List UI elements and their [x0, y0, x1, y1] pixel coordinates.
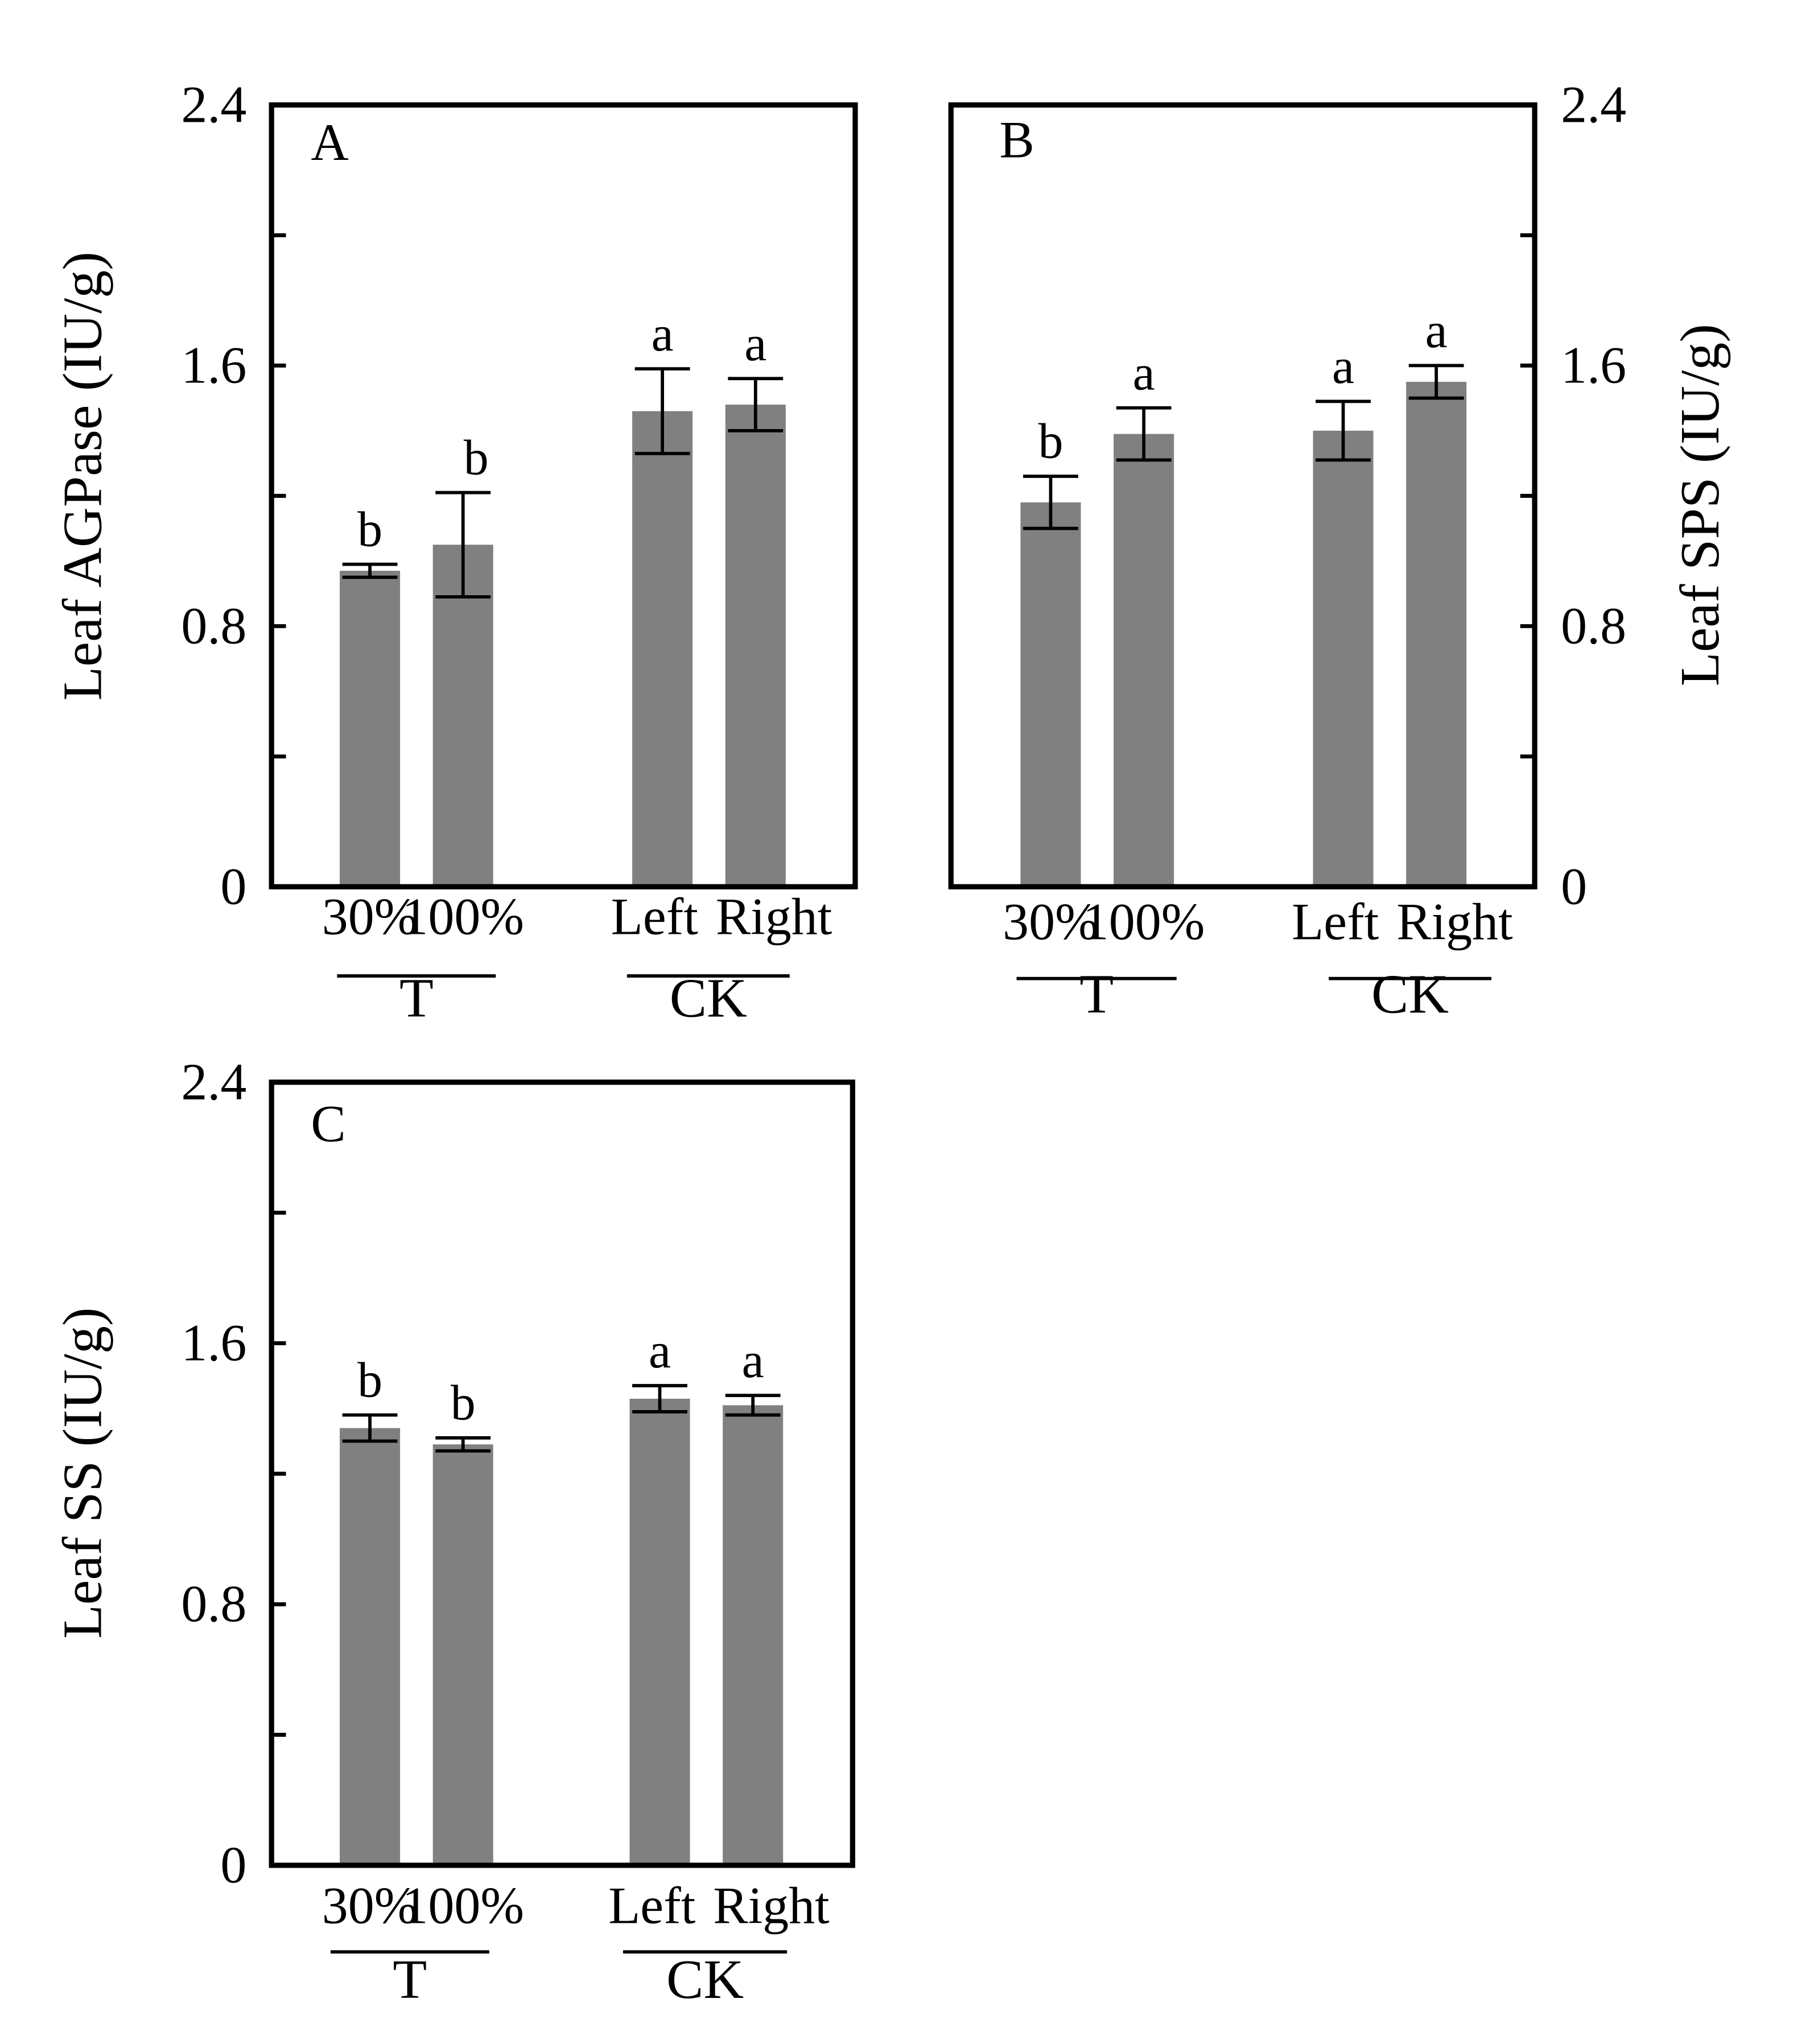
significance-label: a: [742, 1333, 764, 1388]
chart-panel-b: b a a a 0 0.8 1.6 2.4 Leaf SPS (IU/g) B 30%100% Lef…: [948, 75, 1731, 1025]
group-label: T: [1079, 964, 1114, 1025]
category-label: Right: [1396, 893, 1513, 951]
group-label: CK: [670, 968, 747, 1029]
category-label: Right: [716, 887, 832, 945]
category-label: Left: [611, 887, 699, 945]
panel-letter: B: [1000, 111, 1034, 169]
significance-label: a: [649, 1324, 671, 1379]
error-bar: [725, 1394, 781, 1417]
significance-label: a: [744, 316, 766, 372]
y-axis-title: Leaf SS (IU/g): [52, 1308, 114, 1639]
category-label: Right: [713, 1876, 830, 1934]
y-tick-label: 1.6: [181, 336, 246, 394]
error-bar: [435, 491, 491, 599]
group-label: T: [393, 1949, 427, 2010]
bar-100pct: [432, 1444, 493, 1865]
bar-left: [632, 411, 693, 887]
y-tick-label: 0: [220, 1836, 246, 1894]
error-bar: [1408, 364, 1464, 400]
bar-100pct: [432, 545, 493, 887]
bar-right: [725, 405, 786, 887]
error-bar: [342, 562, 398, 579]
y-tick-label: 0: [1561, 857, 1587, 915]
significance-label: a: [1133, 346, 1155, 401]
chart-panel-c: b b a a 0 0.8 1.6 2.4 Leaf SS (IU/g) C 30%100% Left…: [52, 1053, 855, 2010]
y-tick-label: 0: [220, 857, 246, 915]
y-tick-label: 2.4: [181, 75, 246, 133]
y-tick-label: 2.4: [181, 1053, 246, 1111]
error-bar: [342, 1413, 398, 1443]
significance-label: b: [357, 1353, 382, 1408]
category-label: 30%: [322, 887, 418, 945]
bar-right: [1406, 382, 1467, 887]
error-bar: [435, 1436, 491, 1453]
error-bar: [1023, 475, 1078, 530]
error-bar: [1116, 406, 1172, 462]
significance-label: a: [1425, 303, 1448, 358]
bar-left: [629, 1399, 690, 1865]
bar-right: [723, 1405, 784, 1865]
bar-left: [1313, 430, 1374, 887]
category-label: Left: [608, 1876, 696, 1934]
chart-panel-a: b b a a 0 0.8 1.6 2.4 Leaf AGPase (IU/g) A 30%100%…: [52, 75, 858, 1029]
y-tick-label: 2.4: [1561, 75, 1626, 133]
group-label: T: [399, 968, 434, 1029]
category-label: 100%: [402, 1876, 524, 1934]
error-bar: [728, 377, 784, 432]
significance-label: b: [451, 1376, 476, 1431]
error-bar: [1316, 399, 1371, 462]
category-label: 100%: [1083, 893, 1205, 951]
significance-label: a: [652, 307, 674, 362]
bar-100pct: [1114, 434, 1174, 887]
error-bar: [632, 1384, 687, 1414]
category-label: 100%: [402, 887, 524, 945]
category-label: 30%: [1003, 893, 1099, 951]
bar-30pct: [340, 1428, 401, 1865]
category-label: Left: [1292, 893, 1379, 951]
y-axis-title: Leaf AGPase (IU/g): [52, 252, 114, 700]
significance-label: b: [1038, 414, 1063, 469]
group-label: CK: [1371, 964, 1449, 1025]
significance-label: a: [1332, 339, 1354, 394]
y-tick-label: 0.8: [1561, 596, 1626, 654]
category-label: 30%: [322, 1876, 418, 1934]
panel-letter: A: [311, 113, 348, 171]
group-label: CK: [666, 1949, 744, 2010]
panel-letter: C: [311, 1095, 345, 1153]
y-tick-label: 0.8: [181, 1575, 246, 1633]
bar-30pct: [1020, 502, 1081, 887]
significance-label: b: [464, 430, 489, 485]
y-tick-label: 0.8: [181, 596, 246, 654]
error-bar: [634, 367, 690, 455]
bar-30pct: [340, 571, 401, 887]
significance-label: b: [357, 502, 382, 557]
y-tick-label: 1.6: [181, 1313, 246, 1371]
y-tick-label: 1.6: [1561, 336, 1626, 394]
y-axis-title: Leaf SPS (IU/g): [1669, 324, 1731, 686]
